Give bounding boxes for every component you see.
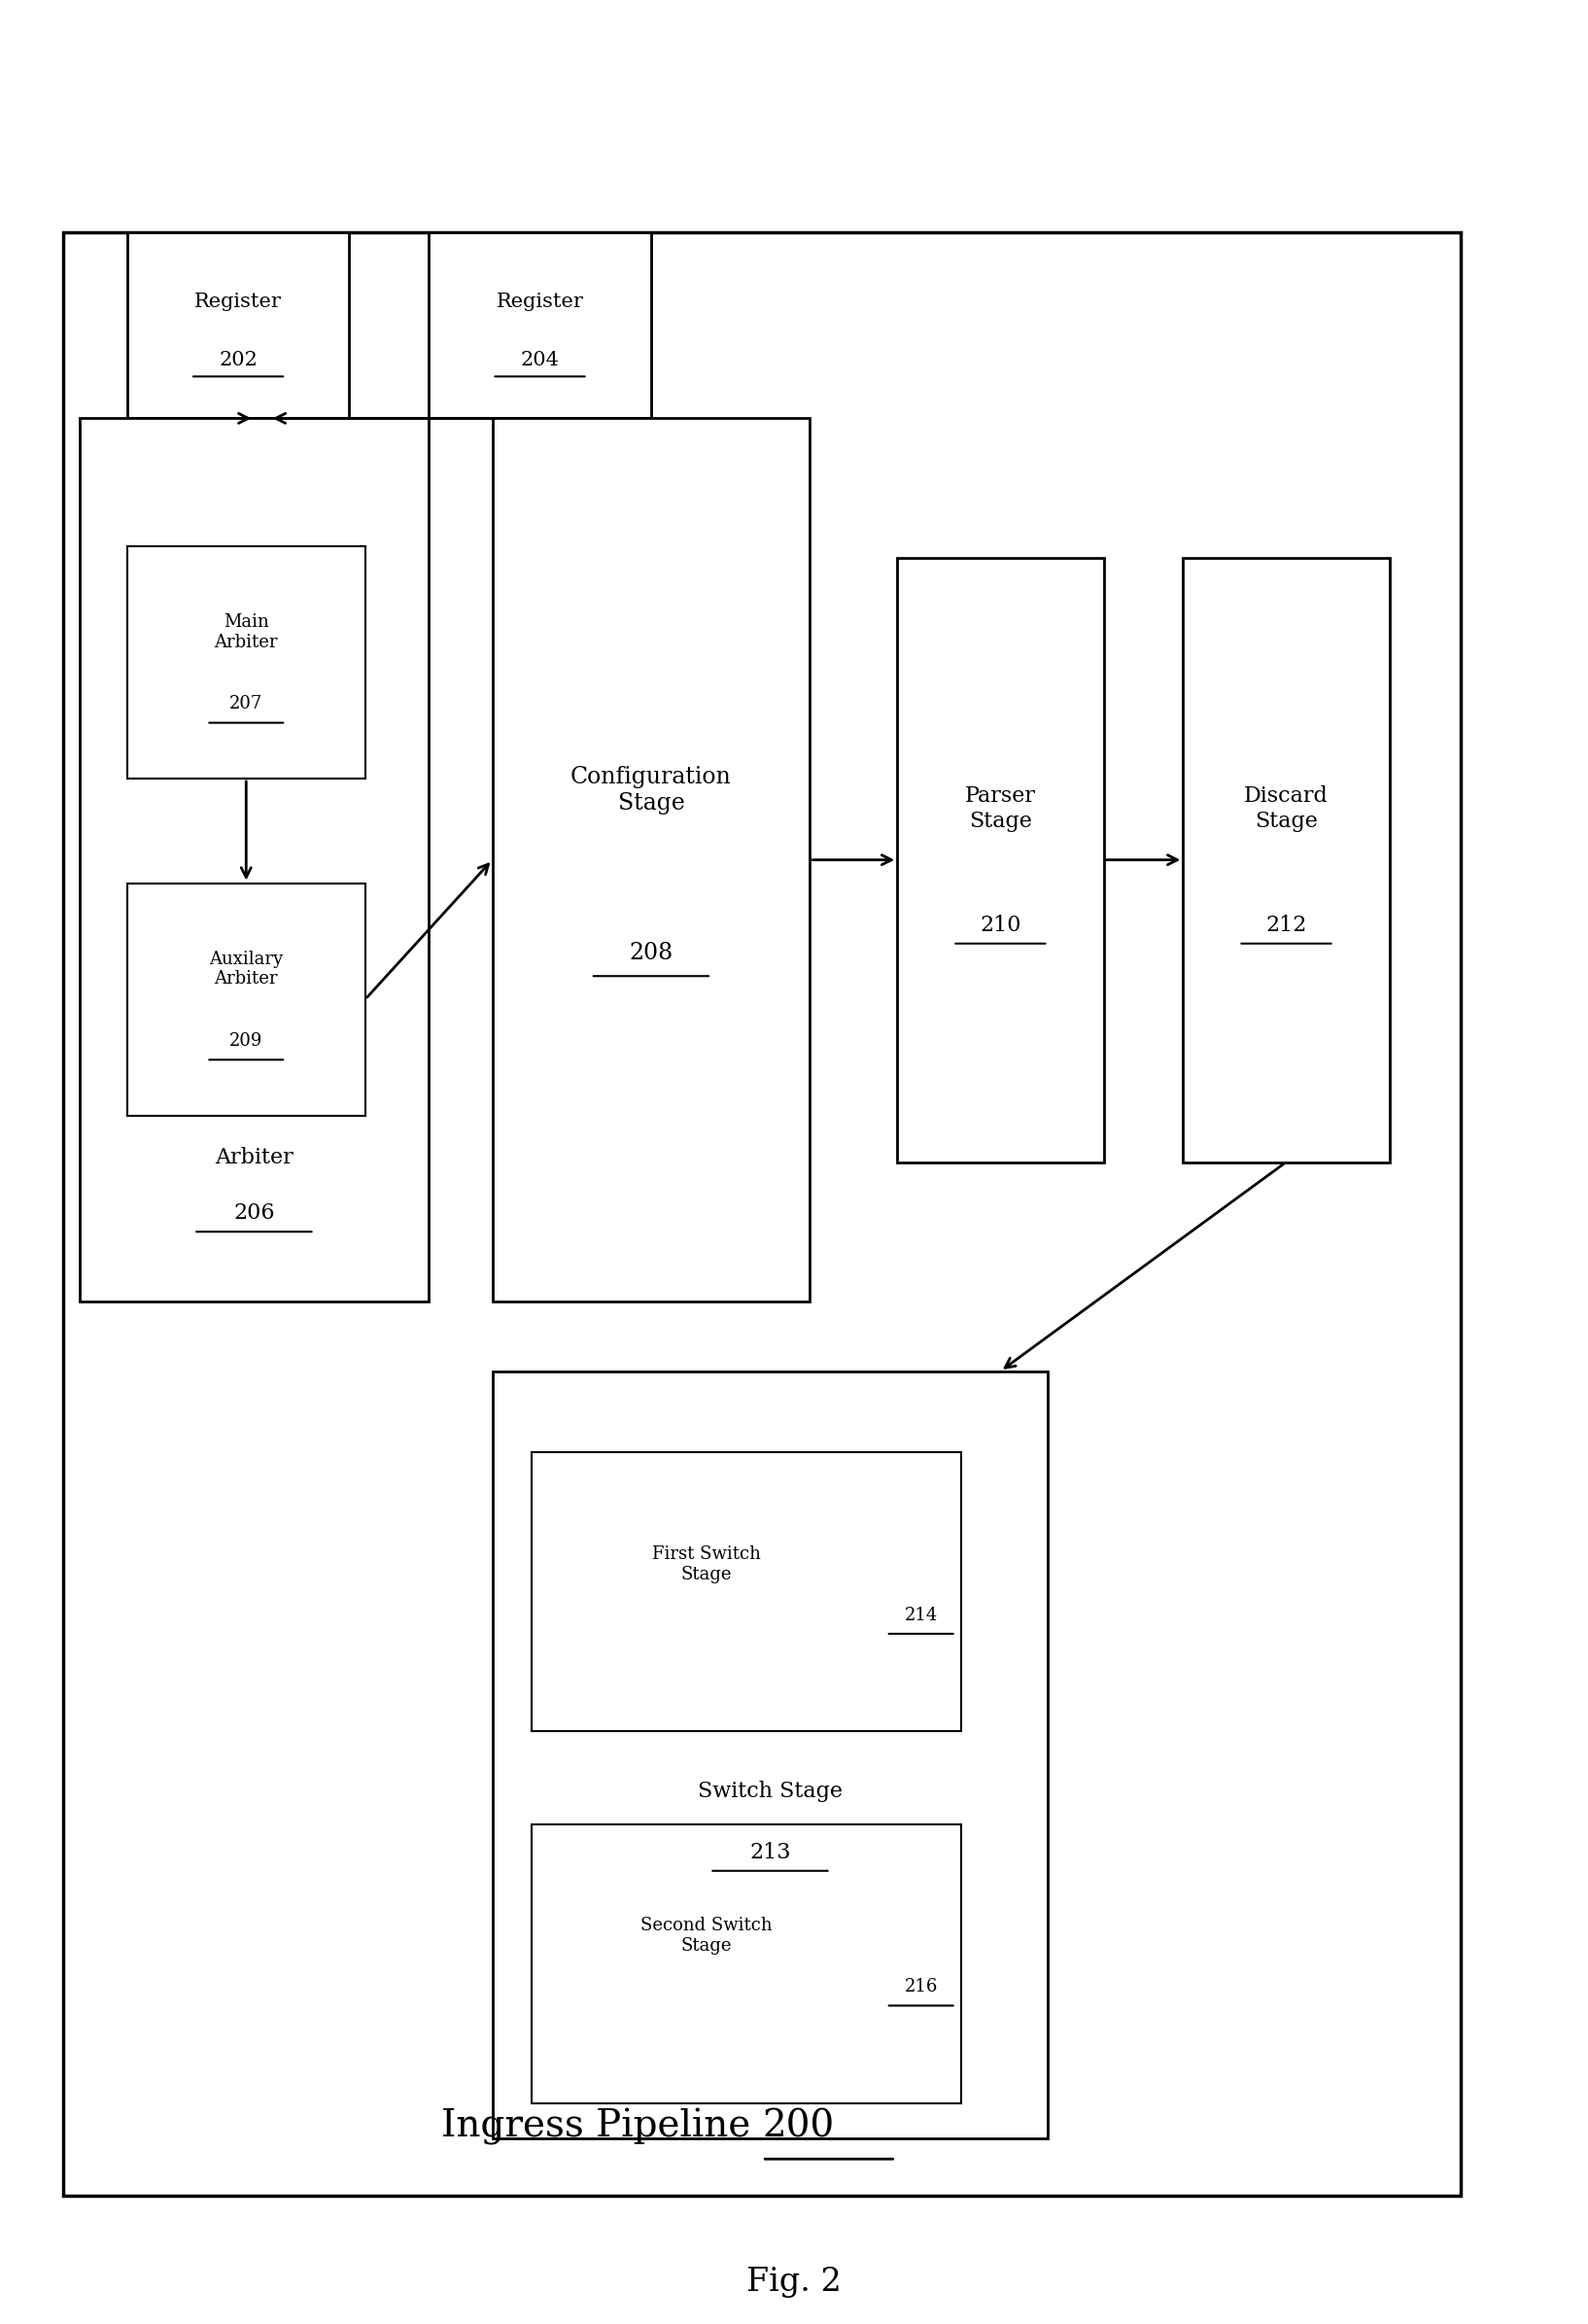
FancyBboxPatch shape [64,232,1461,2196]
FancyBboxPatch shape [897,558,1104,1162]
FancyBboxPatch shape [532,1452,961,1731]
Text: 200: 200 [762,2108,834,2145]
Text: Switch Stage: Switch Stage [697,1780,843,1803]
Text: First Switch
Stage: First Switch Stage [653,1545,761,1583]
Text: Second Switch
Stage: Second Switch Stage [640,1917,773,1954]
FancyBboxPatch shape [127,883,365,1116]
Text: 202: 202 [219,351,257,370]
FancyBboxPatch shape [127,232,349,418]
Text: Auxilary
Arbiter: Auxilary Arbiter [210,951,283,988]
Text: 208: 208 [629,941,673,964]
FancyBboxPatch shape [1183,558,1390,1162]
Text: Register: Register [495,293,584,311]
Text: 204: 204 [521,351,559,370]
FancyBboxPatch shape [429,232,651,418]
Text: 207: 207 [230,695,262,713]
Text: 214: 214 [905,1606,937,1624]
Text: Configuration
Stage: Configuration Stage [570,767,732,813]
Text: Arbiter: Arbiter [214,1146,294,1169]
FancyBboxPatch shape [492,418,810,1301]
Text: Main
Arbiter: Main Arbiter [214,614,278,651]
FancyBboxPatch shape [127,546,365,779]
Text: 209: 209 [229,1032,264,1050]
Text: Register: Register [194,293,283,311]
FancyBboxPatch shape [492,1371,1048,2138]
FancyBboxPatch shape [79,418,429,1301]
Text: 212: 212 [1266,913,1307,937]
FancyBboxPatch shape [532,1824,961,2103]
Text: 213: 213 [750,1841,791,1864]
Text: Ingress Pipeline: Ingress Pipeline [441,2108,762,2145]
Text: Parser
Stage: Parser Stage [966,786,1035,832]
Text: 206: 206 [233,1202,275,1225]
Text: 210: 210 [980,913,1021,937]
Text: Fig. 2: Fig. 2 [746,2266,842,2298]
Text: Discard
Stage: Discard Stage [1243,786,1329,832]
Text: 216: 216 [904,1978,939,1996]
